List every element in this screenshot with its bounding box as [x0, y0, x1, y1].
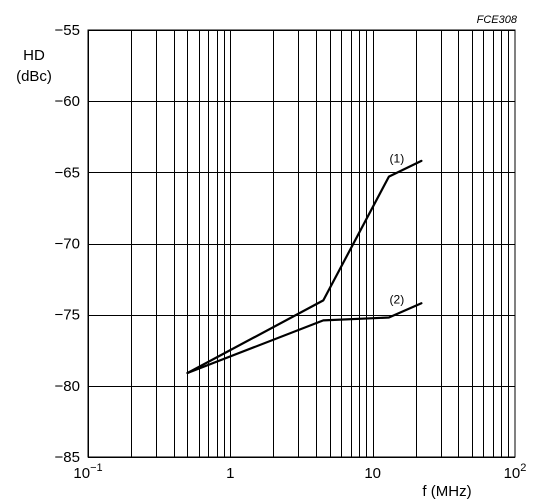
y-tick-label: −70: [55, 236, 80, 253]
y-tick-label: −75: [55, 307, 80, 324]
x-tick-label: 10−1: [73, 462, 102, 482]
y-axis-label-line1: HD: [23, 47, 45, 64]
y-tick-label: −65: [55, 164, 80, 181]
series-label-1: (1): [390, 152, 405, 166]
grid: [88, 30, 515, 458]
y-tick-label: −55: [55, 22, 80, 39]
y-axis-label-line2: (dBc): [16, 68, 52, 85]
series-line-2: [186, 302, 423, 375]
series-group: (1) (2): [186, 152, 423, 375]
y-tick-label: −60: [55, 93, 80, 110]
series-line-1: [186, 159, 423, 375]
x-axis-label: f (MHz): [422, 483, 471, 499]
x-tick-label: 10: [364, 465, 381, 482]
y-tick-label: −80: [55, 378, 80, 395]
x-tick-label: 102: [504, 462, 527, 482]
figure-id: FCE308: [477, 14, 518, 26]
series-label-2: (2): [390, 293, 405, 307]
x-tick-label: 1: [226, 465, 234, 482]
plot-frame: [87, 29, 516, 458]
y-tick-label: −85: [55, 449, 80, 466]
